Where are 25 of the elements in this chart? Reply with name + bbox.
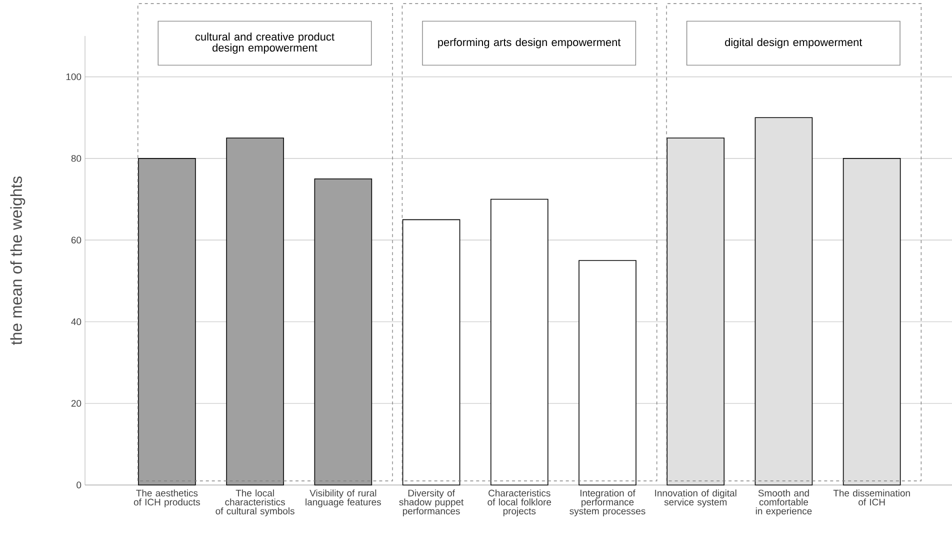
x-tick-label: Smooth and comfortable in experience <box>756 490 812 516</box>
bar <box>402 219 460 486</box>
y-tick-label: 20 <box>71 400 82 407</box>
annotation: performing arts design empowerment <box>438 38 621 48</box>
y-tick-label: 80 <box>71 155 82 162</box>
x-tick-label: Innovation of digital service system <box>655 490 736 508</box>
bar <box>578 260 636 486</box>
x-tick-label: The aesthetics of ICH products <box>134 490 200 508</box>
x-tick-label: The dissemination of ICH <box>833 490 910 506</box>
x-tick-label: Visibility of rural language features <box>306 490 381 508</box>
bar <box>490 198 548 486</box>
bar <box>754 117 813 486</box>
y-axis-title: the mean of the weights <box>10 176 26 345</box>
y-tick-label: 0 <box>76 482 82 488</box>
y-tick-label: 40 <box>71 318 82 326</box>
bar <box>666 138 725 486</box>
x-tick-label: Characteristics of local folklore projects <box>488 490 552 516</box>
x-tick-label: Diversity of shadow puppet performances <box>399 490 464 516</box>
y-tick-label: 100 <box>66 73 82 80</box>
x-tick-label: The local characteristics of cultural symbols <box>216 490 294 516</box>
annotation: cultural and creative product design empowerment <box>195 32 334 54</box>
y-tick-label: 60 <box>71 236 82 244</box>
x-tick-label: Integration of performance system processes <box>570 490 646 516</box>
bar <box>842 158 901 486</box>
annotation: digital design empowerment <box>725 38 862 48</box>
